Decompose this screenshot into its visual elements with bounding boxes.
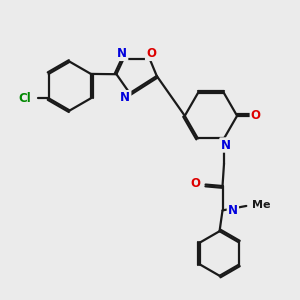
Text: N: N bbox=[228, 204, 238, 217]
Text: Me: Me bbox=[252, 200, 271, 210]
Text: N: N bbox=[220, 139, 230, 152]
Text: O: O bbox=[190, 177, 200, 190]
Text: O: O bbox=[146, 47, 156, 60]
Text: N: N bbox=[120, 91, 130, 104]
Text: N: N bbox=[117, 47, 127, 60]
Text: O: O bbox=[251, 109, 261, 122]
Text: Cl: Cl bbox=[18, 92, 31, 105]
